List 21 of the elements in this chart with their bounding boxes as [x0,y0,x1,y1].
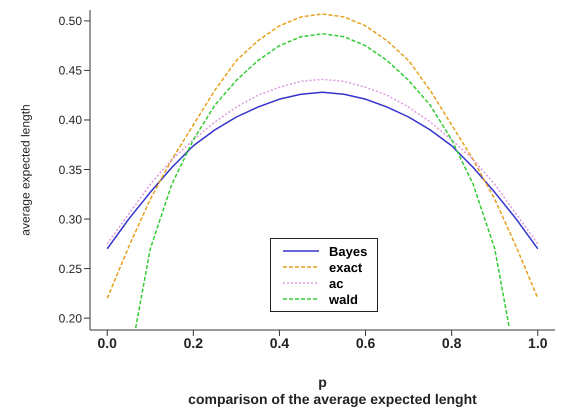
y-axis-title: average expected length [18,104,32,236]
legend-label: wald [329,292,358,306]
x-tick-label: 1.0 [528,334,548,351]
line-series [134,33,510,329]
y-tick-label: 0.35 [58,162,82,177]
legend-label: exact [329,260,362,274]
x-tick-label: 0.8 [442,334,462,351]
text: comparison of the average expected lenght [187,391,478,407]
x-axis-title: p [318,374,327,390]
y-tick-label: 0.50 [58,14,82,28]
x-tick-label: 0.4 [270,334,290,351]
legend-label: Bayes [329,244,368,258]
y-tick-label: 0.45 [58,64,82,78]
x-tick-label: 0.0 [97,334,118,351]
y-tick-label: 0.40 [58,113,82,128]
y-tick-label: 0.20 [58,311,82,326]
x-tick-label: 0.6 [356,334,376,351]
y-tick-label: 0.25 [58,262,82,276]
legend-label: ac [329,276,344,290]
x-tick-label: 0.2 [184,334,204,351]
y-tick-label: 0.30 [58,212,82,226]
